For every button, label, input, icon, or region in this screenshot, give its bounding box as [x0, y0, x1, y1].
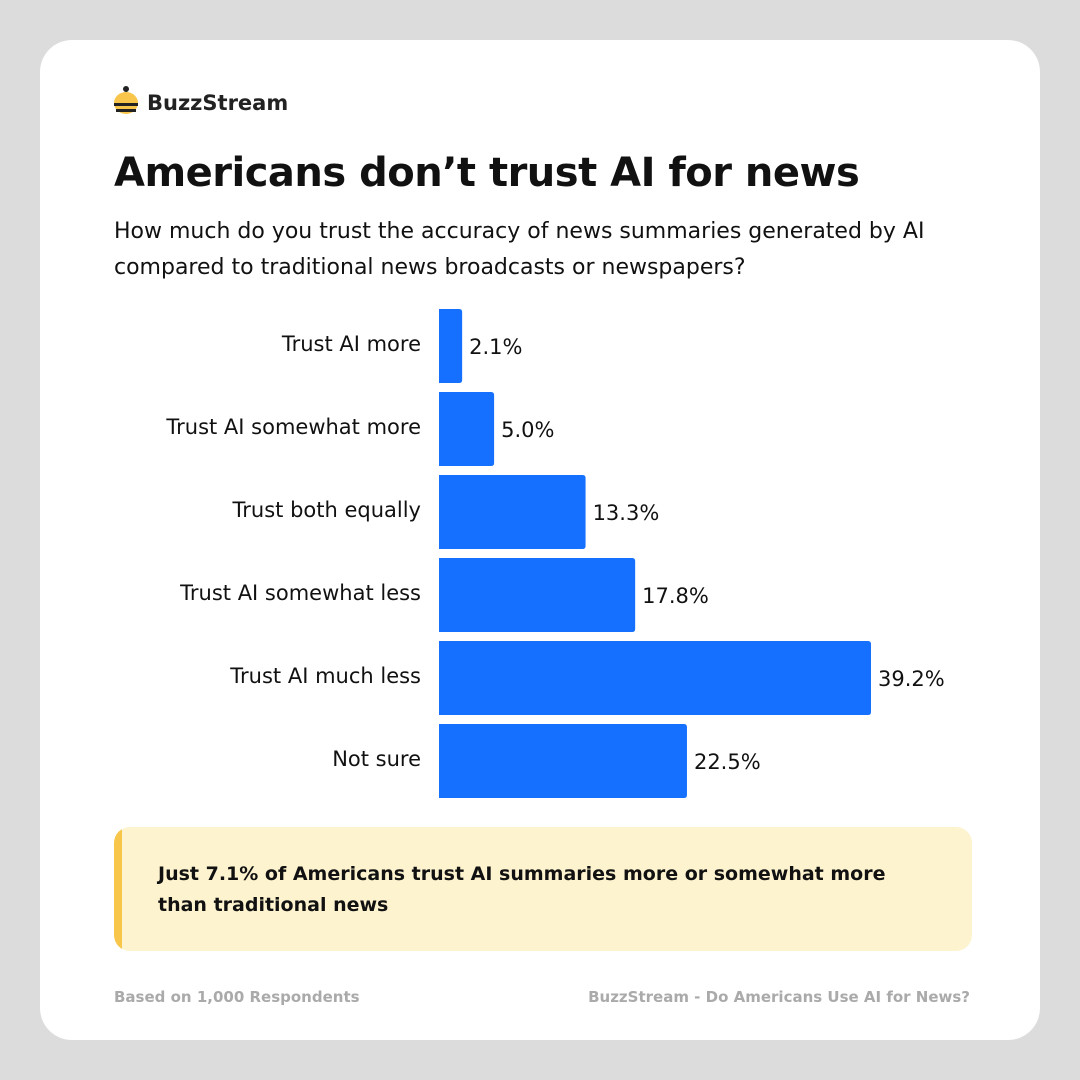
- bar: [439, 392, 495, 466]
- brand: BuzzStream: [147, 91, 289, 115]
- bar: [439, 641, 871, 715]
- category-label: Trust AI much less: [229, 664, 421, 688]
- category-label: Trust both equally: [232, 498, 421, 522]
- chart-title: Americans don’t trust AI for news: [114, 150, 860, 196]
- footer-credit: BuzzStream - Do Americans Use AI for New…: [588, 988, 970, 1006]
- chart-subtitle: How much do you trust the accuracy of ne…: [114, 219, 925, 280]
- bar: [439, 724, 687, 798]
- card: BuzzStream Americans don’t trust AI for …: [40, 40, 1040, 1040]
- category-label: Trust AI somewhat more: [165, 415, 421, 439]
- category-label: Trust AI somewhat less: [179, 581, 421, 605]
- value-label: 39.2%: [878, 667, 945, 691]
- logo-icon: [114, 86, 138, 114]
- category-label: Trust AI more: [281, 332, 421, 356]
- value-label: 22.5%: [694, 750, 761, 774]
- callout: Just 7.1% of Americans trust AI summarie…: [114, 827, 972, 951]
- value-label: 17.8%: [642, 584, 709, 608]
- value-label: 13.3%: [593, 501, 660, 525]
- callout-text: Just 7.1% of Americans trust AI summarie…: [158, 863, 886, 916]
- footer-source: Based on 1,000 Respondents: [114, 988, 360, 1006]
- callout-accent: [114, 827, 122, 951]
- bar: [439, 309, 463, 383]
- bar: [439, 558, 636, 632]
- bar: [439, 475, 586, 549]
- value-label: 2.1%: [469, 335, 522, 359]
- value-label: 5.0%: [501, 418, 554, 442]
- category-label: Not sure: [332, 747, 421, 771]
